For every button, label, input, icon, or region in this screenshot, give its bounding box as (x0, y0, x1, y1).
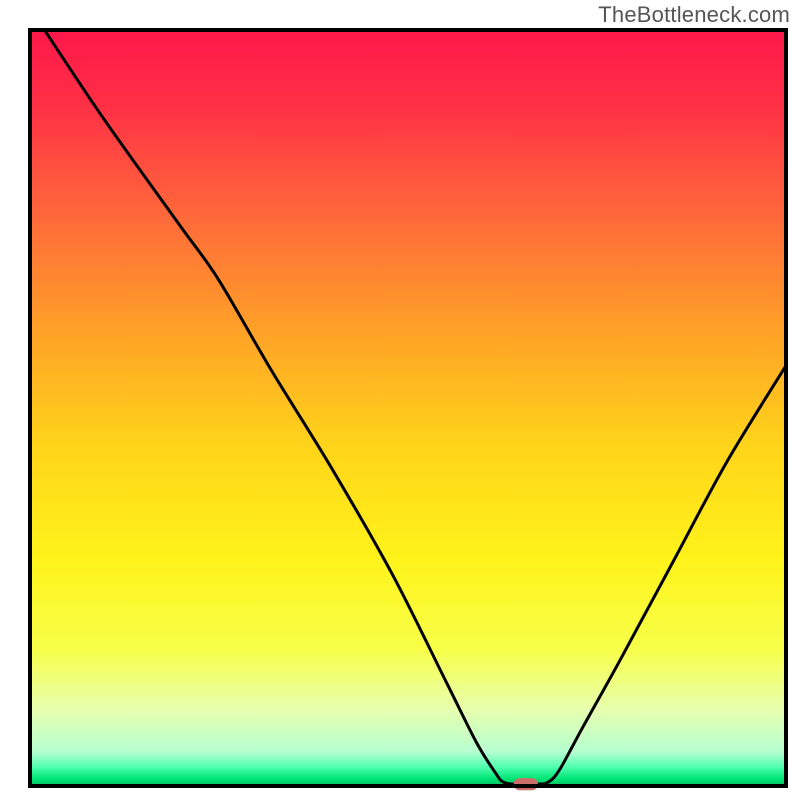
plot-background (30, 30, 786, 786)
chart-root: TheBottleneck.com (0, 0, 800, 800)
bottleneck-curve-chart (0, 0, 800, 800)
